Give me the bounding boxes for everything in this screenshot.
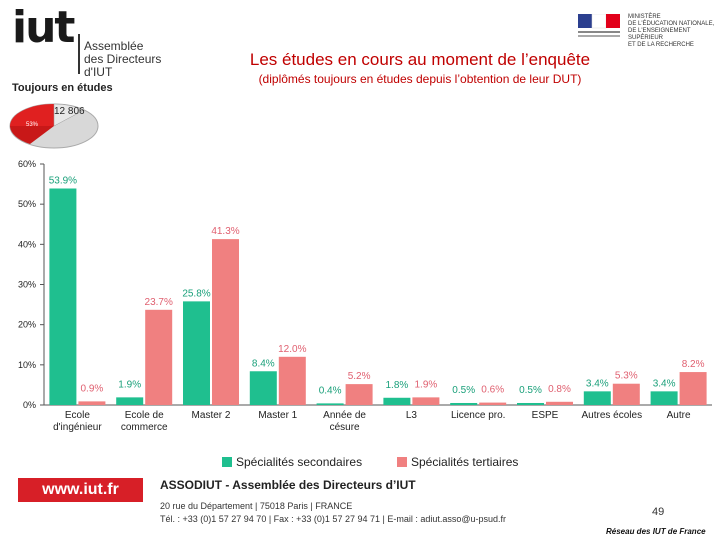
pie-slice-main-dark — [10, 126, 54, 144]
ministry-line: MINISTÈRE — [628, 14, 661, 20]
y-tick-label: 60% — [18, 159, 36, 169]
bar-tertiary — [212, 239, 239, 405]
category-label: Ecole — [65, 410, 90, 421]
ministry-line: DE L'ENSEIGNEMENT SUPÉRIEUR — [628, 28, 691, 41]
category-label: Autre — [667, 410, 691, 421]
logo-subtitle-line: des Directeurs — [84, 52, 162, 66]
bar-tertiary — [145, 309, 173, 405]
category-label: Autres écoles — [582, 410, 643, 421]
pie-slice — [53, 103, 85, 127]
data-label-tertiary: 5.3% — [615, 371, 638, 382]
label-layer: 53.9% 0.9% 1.9% 23.7% 25.8% 41.3% 8.4%12.0% 0.4… — [49, 176, 705, 397]
data-label-tertiary: 0.6% — [481, 385, 504, 396]
pie-inset: 12 806 53% — [9, 103, 99, 149]
bar-tertiary — [78, 401, 106, 405]
footer-contact: Tél. : +33 (0)1 57 27 94 70 | Fax : +33 … — [160, 514, 507, 524]
category-label: L3 — [406, 410, 418, 421]
bar-secondary — [49, 188, 77, 405]
page-title: Les études en cours au moment de l’enquê… — [249, 50, 591, 69]
legend-swatch-tertiary — [397, 457, 407, 467]
data-label-tertiary: 0.9% — [81, 383, 104, 394]
data-label-tertiary: 8.2% — [682, 359, 705, 370]
data-label-secondary: 0.5% — [452, 385, 475, 396]
ministry-flag-icon — [578, 14, 620, 37]
footer-org: ASSODIUT - Assemblée des Directeurs d’IU… — [160, 478, 416, 492]
bar-secondary — [116, 397, 144, 405]
logo-subtitle-line: d'IUT — [84, 65, 113, 79]
legend-label-tertiary: Spécialités tertiaires — [411, 455, 518, 469]
bar-tertiary — [278, 356, 306, 405]
bar-secondary — [249, 371, 277, 405]
category-label: césure — [330, 422, 360, 433]
logo-divider — [78, 34, 80, 74]
data-label-tertiary: 1.9% — [415, 379, 438, 390]
data-label-secondary: 0.5% — [519, 385, 542, 396]
ministry-line: ET DE LA RECHERCHE — [628, 42, 694, 48]
category-label: Licence pro. — [451, 410, 505, 421]
iut-logo: iut — [12, 2, 75, 53]
bar-layer — [49, 188, 707, 405]
data-label-secondary: 53.9% — [49, 176, 77, 187]
y-tick-label: 40% — [18, 239, 36, 249]
data-label-secondary: 0.4% — [319, 385, 342, 396]
data-label-secondary: 8.4% — [252, 358, 275, 369]
y-tick-label: 30% — [18, 280, 36, 290]
bar-secondary — [517, 402, 544, 405]
footer-address: 20 rue du Département | 75018 Paris | FR… — [160, 501, 353, 511]
bar-tertiary — [679, 372, 707, 405]
footer-url-link[interactable]: www.iut.fr — [18, 478, 143, 502]
bar-secondary — [650, 391, 678, 405]
pie-total: 12 806 — [54, 106, 85, 117]
data-label-secondary: 3.4% — [653, 378, 676, 389]
legend: Spécialités secondaires Spécialités tert… — [222, 455, 518, 469]
data-label-secondary: 25.8% — [182, 288, 210, 299]
bar-secondary — [583, 391, 611, 405]
bar-tertiary — [345, 384, 373, 405]
category-label: Année de — [323, 410, 366, 421]
category-label: d'ingénieur — [53, 422, 102, 433]
bar-secondary — [316, 403, 344, 405]
bar-tertiary — [612, 383, 640, 405]
data-label-tertiary: 12.0% — [278, 344, 306, 355]
category-label: Master 2 — [192, 410, 231, 421]
bar-tertiary — [412, 397, 440, 405]
bar-secondary — [450, 402, 478, 405]
bar-tertiary — [479, 402, 507, 405]
category-label: Ecole de — [125, 410, 164, 421]
pie-slice-main — [10, 104, 54, 126]
y-tick-label: 50% — [18, 199, 36, 209]
logo-subtitle-line: Assemblée — [84, 39, 144, 53]
data-label-tertiary: 41.3% — [211, 226, 239, 237]
logo-tagline: Toujours en études — [12, 82, 113, 94]
legend-swatch-secondary — [222, 457, 232, 467]
category-label: commerce — [121, 422, 168, 433]
y-tick-label: 10% — [18, 360, 36, 370]
bar-chart: 0% 10% 20% 30% 40% 50% 60% 53.9% 0.9% 1.9% 23.7% 2… — [18, 159, 712, 469]
logo-subtitle: Assemblée des Directeurs d'IUT — [84, 40, 161, 79]
bar-secondary — [383, 397, 411, 405]
data-label-secondary: 1.9% — [118, 379, 141, 390]
y-tick-label: 0% — [23, 400, 36, 410]
footer-signature: Réseau des IUT de France — [606, 527, 706, 536]
category-label: Master 1 — [258, 410, 297, 421]
ministry-text: MINISTÈRE DE L'ÉDUCATION NATIONALE, DE L… — [628, 14, 718, 49]
ministry-line: DE L'ÉDUCATION NATIONALE, — [628, 21, 715, 27]
data-label-tertiary: 0.8% — [548, 384, 571, 395]
legend-label-secondary: Spécialités secondaires — [236, 455, 362, 469]
category-label: ESPE — [532, 410, 559, 421]
data-label-secondary: 1.8% — [386, 380, 409, 391]
data-label-tertiary: 5.2% — [348, 371, 371, 382]
pie-pct: 53% — [26, 122, 39, 128]
data-label-tertiary: 23.7% — [145, 297, 173, 308]
page-number: 49 — [652, 506, 665, 518]
data-label-secondary: 3.4% — [586, 378, 609, 389]
bar-secondary — [183, 301, 210, 405]
y-tick-label: 20% — [18, 320, 36, 330]
page-subtitle: (diplômés toujours en études depuis l’ob… — [258, 72, 582, 86]
bar-tertiary — [546, 401, 573, 405]
